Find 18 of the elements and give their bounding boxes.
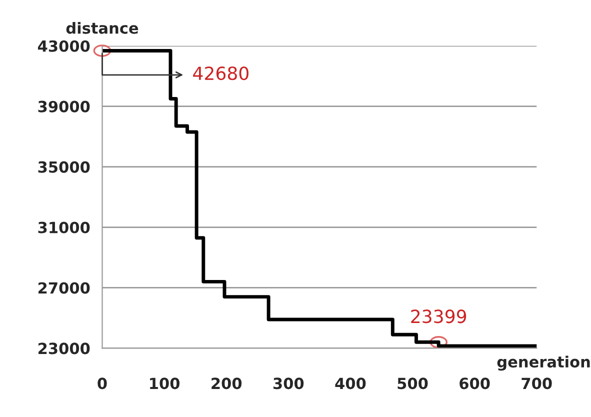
- x-tick-label: 200: [212, 378, 242, 390]
- x-tick-label: 0: [98, 378, 107, 390]
- x-tick-label: 400: [335, 378, 366, 390]
- x-tick-label: 600: [460, 378, 490, 390]
- y-tick-label: 43000: [38, 40, 90, 52]
- y-tick-label: 31000: [38, 222, 90, 234]
- y-tick-label: 35000: [38, 161, 90, 173]
- y-tick-label: 39000: [38, 100, 90, 112]
- x-tick-label: 700: [522, 378, 552, 390]
- annotation: 42680: [193, 66, 248, 80]
- y-tick-label: 23000: [38, 342, 90, 354]
- y-tick-label: 27000: [38, 282, 90, 294]
- x-tick-label: 500: [398, 378, 428, 390]
- x-tick-label: 100: [150, 378, 180, 390]
- x-tick-label: 300: [273, 378, 304, 390]
- x-axis-title: generation: [497, 356, 590, 371]
- y-axis-title: distance: [66, 22, 138, 34]
- annotation: 23399: [411, 310, 466, 324]
